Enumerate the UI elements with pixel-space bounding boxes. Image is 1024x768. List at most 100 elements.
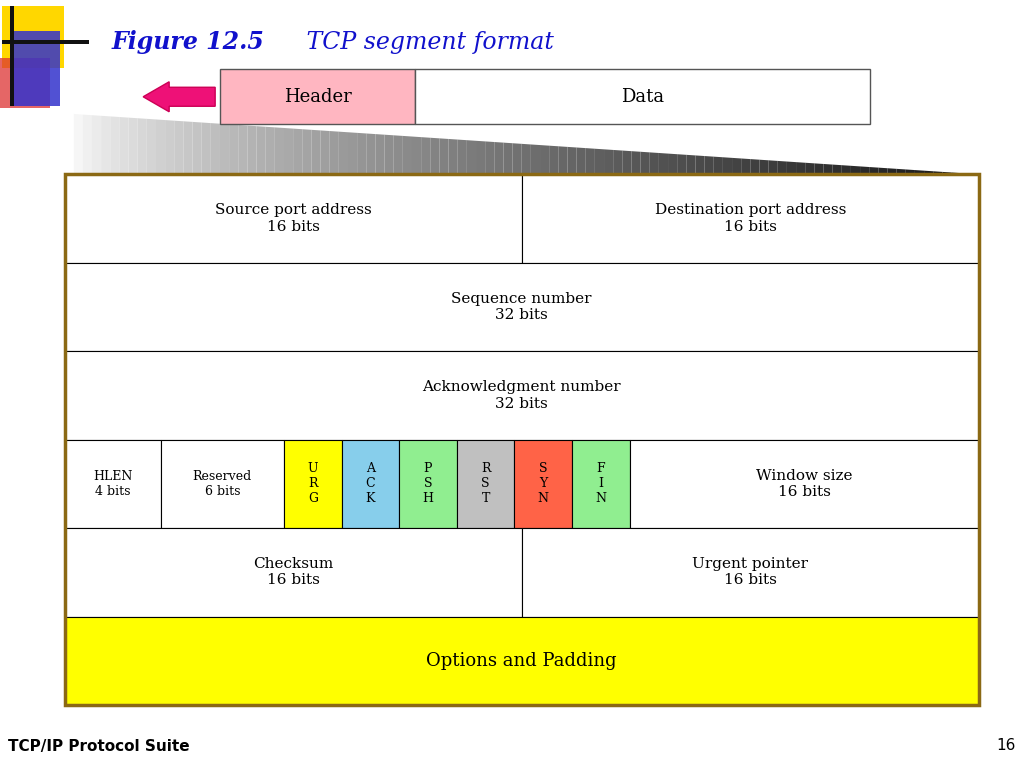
Polygon shape — [668, 154, 677, 174]
Text: R
S
T: R S T — [481, 462, 490, 505]
Polygon shape — [705, 156, 714, 174]
Polygon shape — [421, 137, 430, 174]
Polygon shape — [174, 121, 183, 174]
Polygon shape — [805, 163, 814, 174]
Polygon shape — [723, 157, 732, 174]
Polygon shape — [311, 130, 321, 174]
Text: Header: Header — [284, 88, 351, 106]
Polygon shape — [265, 127, 274, 174]
Text: Reserved
6 bits: Reserved 6 bits — [193, 470, 252, 498]
Bar — [65, 174, 521, 263]
Polygon shape — [476, 141, 485, 174]
Polygon shape — [65, 114, 74, 174]
Polygon shape — [869, 167, 879, 174]
Polygon shape — [786, 161, 796, 174]
Text: Figure 12.5: Figure 12.5 — [112, 30, 265, 54]
Polygon shape — [632, 151, 641, 174]
Bar — [9, 6, 13, 106]
Polygon shape — [677, 154, 686, 174]
Text: Window size
16 bits: Window size 16 bits — [756, 468, 853, 499]
Polygon shape — [229, 124, 239, 174]
Polygon shape — [495, 142, 504, 174]
Polygon shape — [357, 133, 367, 174]
Polygon shape — [769, 161, 778, 174]
Text: A
C
K: A C K — [366, 462, 375, 505]
Text: U
R
G: U R G — [307, 462, 318, 505]
Bar — [65, 263, 979, 351]
Polygon shape — [906, 170, 914, 174]
Bar — [342, 439, 399, 528]
Polygon shape — [430, 137, 439, 174]
Polygon shape — [942, 172, 951, 174]
Polygon shape — [567, 147, 577, 174]
Text: Checksum
16 bits: Checksum 16 bits — [253, 558, 333, 588]
Polygon shape — [714, 157, 723, 174]
Polygon shape — [83, 114, 92, 174]
Polygon shape — [577, 147, 586, 174]
Polygon shape — [412, 137, 421, 174]
Polygon shape — [293, 128, 302, 174]
Polygon shape — [658, 153, 668, 174]
Bar — [415, 69, 870, 124]
Bar — [630, 439, 979, 528]
Text: Urgent pointer
16 bits: Urgent pointer 16 bits — [692, 558, 808, 588]
Polygon shape — [741, 158, 751, 174]
Bar — [457, 439, 514, 528]
Polygon shape — [111, 117, 120, 174]
Polygon shape — [146, 119, 156, 174]
Polygon shape — [530, 144, 540, 174]
Polygon shape — [732, 158, 741, 174]
Polygon shape — [842, 165, 851, 174]
Polygon shape — [914, 170, 924, 174]
Bar — [2, 41, 89, 45]
Text: P
S
H: P S H — [423, 462, 433, 505]
Polygon shape — [239, 125, 248, 174]
Polygon shape — [951, 173, 961, 174]
Bar — [161, 439, 284, 528]
Polygon shape — [211, 123, 220, 174]
Polygon shape — [92, 115, 101, 174]
Polygon shape — [650, 152, 658, 174]
Polygon shape — [595, 149, 604, 174]
Text: Sequence number
32 bits: Sequence number 32 bits — [452, 292, 592, 322]
Polygon shape — [695, 155, 705, 174]
Polygon shape — [897, 169, 906, 174]
Polygon shape — [202, 123, 211, 174]
Polygon shape — [449, 139, 458, 174]
Bar — [521, 528, 979, 617]
Polygon shape — [751, 159, 760, 174]
Bar — [514, 439, 572, 528]
Polygon shape — [879, 167, 888, 174]
Polygon shape — [101, 116, 111, 174]
Polygon shape — [65, 114, 74, 174]
Polygon shape — [137, 118, 146, 174]
Polygon shape — [604, 149, 613, 174]
Polygon shape — [888, 168, 897, 174]
Polygon shape — [220, 124, 229, 174]
Polygon shape — [74, 114, 83, 174]
Polygon shape — [686, 155, 695, 174]
Polygon shape — [760, 160, 769, 174]
Polygon shape — [521, 144, 530, 174]
Text: F
I
N: F I N — [595, 462, 606, 505]
Polygon shape — [860, 167, 869, 174]
Bar — [284, 439, 342, 528]
Polygon shape — [129, 118, 137, 174]
Text: TCP segment format: TCP segment format — [284, 31, 554, 54]
Polygon shape — [814, 164, 823, 174]
Bar — [65, 351, 979, 439]
Polygon shape — [586, 148, 595, 174]
Text: 16: 16 — [996, 739, 1016, 753]
Text: Data: Data — [621, 88, 665, 106]
Bar — [220, 69, 415, 124]
Polygon shape — [549, 146, 558, 174]
Polygon shape — [274, 127, 284, 174]
Bar — [2, 6, 63, 68]
Polygon shape — [156, 120, 165, 174]
Bar — [13, 31, 59, 106]
Polygon shape — [924, 170, 933, 174]
Polygon shape — [613, 150, 623, 174]
Polygon shape — [402, 136, 412, 174]
Polygon shape — [120, 117, 129, 174]
Polygon shape — [933, 171, 942, 174]
